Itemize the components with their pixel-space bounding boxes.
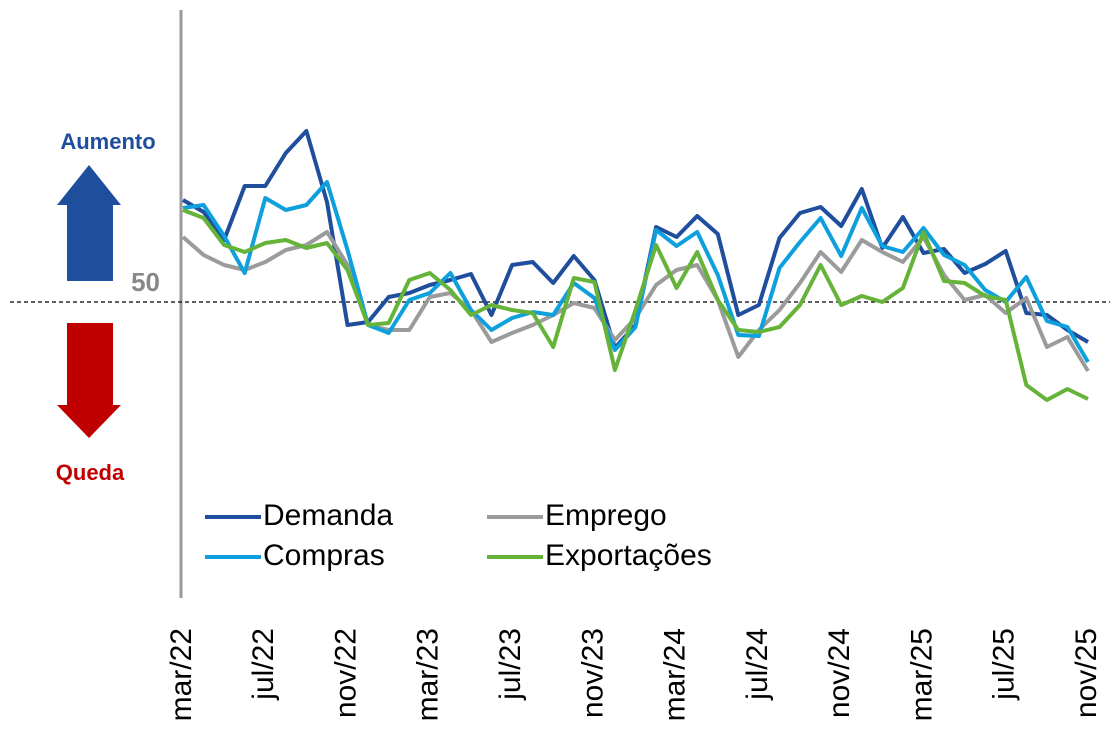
x-tick-label: nov/24 xyxy=(823,628,856,718)
annotation-down: Queda xyxy=(56,460,125,485)
series-line xyxy=(182,208,1089,402)
x-tick-label: nov/22 xyxy=(329,628,362,718)
down-arrow-head xyxy=(57,405,121,438)
x-tick-label: jul/25 xyxy=(988,628,1021,701)
x-tick-label: mar/23 xyxy=(412,628,445,721)
x-tick-label: jul/23 xyxy=(494,628,527,701)
x-tick-label: mar/24 xyxy=(659,628,692,721)
legend-label: Demanda xyxy=(263,499,393,532)
y-tick-label: 50 xyxy=(131,267,160,297)
x-tick-label: nov/25 xyxy=(1070,628,1103,718)
down-arrow-shaft xyxy=(67,323,113,407)
up-arrow-shaft xyxy=(67,203,113,281)
x-tick-label: nov/23 xyxy=(576,628,609,718)
annotation-up: Aumento xyxy=(60,129,155,154)
x-tick-label: mar/25 xyxy=(905,628,938,721)
x-tick-label: mar/22 xyxy=(165,628,198,721)
series-line xyxy=(182,180,1090,364)
legend-label: Emprego xyxy=(545,499,667,532)
legend-label: Exportações xyxy=(545,539,712,572)
x-tick-label: jul/24 xyxy=(741,628,774,701)
up-arrow-head xyxy=(57,165,121,205)
legend-label: Compras xyxy=(263,539,385,572)
x-tick-label: jul/22 xyxy=(247,628,280,701)
